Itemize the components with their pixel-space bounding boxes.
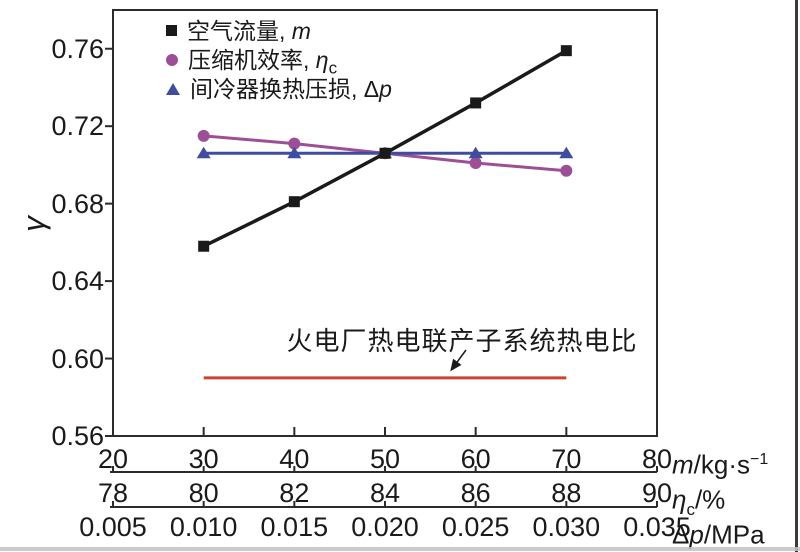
- x-tick-label-delta_p: 0.010: [169, 512, 238, 542]
- y-tick-label: 0.60: [51, 343, 104, 374]
- legend-label-air-flow: 空气流量, m: [187, 17, 311, 44]
- legend-item-air-flow: 空气流量, m: [166, 16, 392, 45]
- bottom-faded-line: [0, 547, 800, 551]
- square-marker-icon: [560, 45, 572, 57]
- y-tick-label: 0.76: [51, 33, 104, 64]
- triangle-marker-icon: [287, 146, 302, 159]
- x-tick-label-delta_p: 0.035: [623, 512, 691, 542]
- circle-marker-icon: [469, 156, 482, 169]
- circle-marker-icon: [560, 164, 573, 177]
- circle-marker-icon: [288, 137, 301, 150]
- x-tick-label-delta_p: 0.005: [79, 512, 147, 542]
- x-tick-label-eta_c: 86: [460, 478, 491, 508]
- square-marker-icon: [470, 97, 482, 109]
- legend: 空气流量, m 压缩机效率, ηc 间冷器换热压损, Δp: [166, 16, 392, 103]
- legend-item-intercooler-pressure-loss: 间冷器换热压损, Δp: [166, 74, 392, 103]
- x-tick-label-delta_p: 0.025: [441, 512, 510, 542]
- x-tick-label-delta_p: 0.015: [260, 512, 329, 542]
- legend-item-compressor-efficiency: 压缩机效率, ηc: [166, 45, 392, 77]
- x-axis-unit-eta-c: ηc/%: [672, 484, 726, 519]
- triangle-marker-icon: [166, 82, 180, 95]
- y-tick-label: 0.68: [51, 188, 104, 219]
- x-tick-label-m: 30: [188, 444, 219, 474]
- x-tick-label-eta_c: 88: [551, 478, 582, 508]
- image-right-border: [795, 0, 798, 552]
- x-tick-label-delta_p: 0.020: [351, 512, 419, 542]
- y-tick-label: 0.64: [51, 266, 104, 297]
- circle-marker-icon: [166, 53, 178, 66]
- x-tick-label-eta_c: 80: [188, 478, 219, 508]
- square-marker-icon: [166, 25, 177, 36]
- triangle-marker-icon: [196, 146, 211, 159]
- reference-line-annotation: 火电厂热电联产子系统热电比: [286, 326, 638, 356]
- square-marker-icon: [288, 196, 300, 208]
- legend-label-compressor-efficiency: 压缩机效率, ηc: [188, 46, 338, 78]
- legend-label-intercooler-pressure-loss: 间冷器换热压损, Δp: [190, 75, 392, 102]
- circle-marker-icon: [197, 129, 210, 142]
- x-tick-label-m: 50: [369, 444, 401, 474]
- x-axis-unit-delta-p: Δp/MPa: [672, 519, 765, 550]
- y-tick-label: 0.56: [51, 421, 104, 451]
- y-axis-title: γ: [16, 216, 51, 232]
- x-tick-label-eta_c: 82: [279, 478, 310, 508]
- x-tick-label-m: 40: [279, 444, 310, 474]
- x-tick-label-delta_p: 0.030: [532, 512, 601, 542]
- x-tick-label-m: 20: [97, 444, 129, 474]
- y-tick-label: 0.72: [51, 111, 104, 142]
- triangle-marker-icon: [559, 146, 574, 159]
- x-tick-label-eta_c: 84: [369, 478, 401, 508]
- triangle-marker-icon: [468, 146, 483, 159]
- x-axis-unit-m: m/kg·s−1: [672, 449, 769, 480]
- annotation-arrow: [450, 349, 467, 372]
- x-tick-label-eta_c: 78: [97, 478, 129, 508]
- square-marker-icon: [198, 240, 210, 252]
- square-marker-icon: [379, 147, 391, 159]
- x-tick-label-m: 80: [641, 444, 673, 474]
- x-tick-label-eta_c: 90: [641, 478, 673, 508]
- x-tick-label-m: 60: [460, 444, 491, 474]
- x-tick-label-m: 70: [551, 444, 582, 474]
